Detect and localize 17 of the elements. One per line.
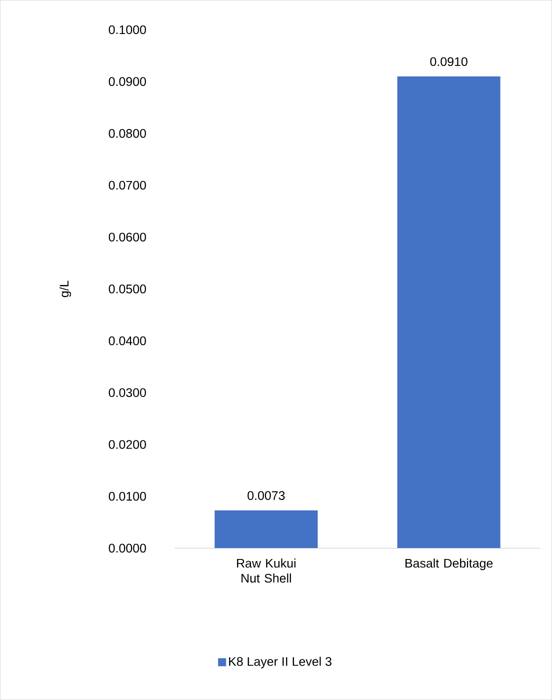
- y-tick-label: 0.0300: [108, 388, 146, 398]
- legend-label: K8 Layer II Level 3: [229, 656, 332, 668]
- y-tick-label: 0.0500: [108, 284, 146, 294]
- y-axis-title: g/L: [59, 280, 72, 298]
- y-tick-label: 0.0400: [108, 336, 146, 346]
- y-tick-label: 0.1000: [108, 25, 146, 34]
- y-tick-label: 0.0000: [108, 544, 146, 553]
- y-tick-label: 0.0700: [108, 180, 146, 190]
- data-label: 0.0910: [430, 57, 468, 66]
- y-tick-label: 0.0100: [108, 492, 146, 501]
- y-tick-label: 0.0600: [108, 232, 146, 242]
- x-tick-label: Basalt Debitage: [406, 558, 493, 570]
- data-label: 0.0073: [248, 491, 285, 500]
- y-tick-label: 0.0800: [108, 129, 146, 138]
- x-tick-label: Raw Kukui Nut Shell: [237, 558, 296, 583]
- y-tick-label: 0.0900: [108, 77, 146, 86]
- y-tick-label: 0.0200: [108, 440, 146, 449]
